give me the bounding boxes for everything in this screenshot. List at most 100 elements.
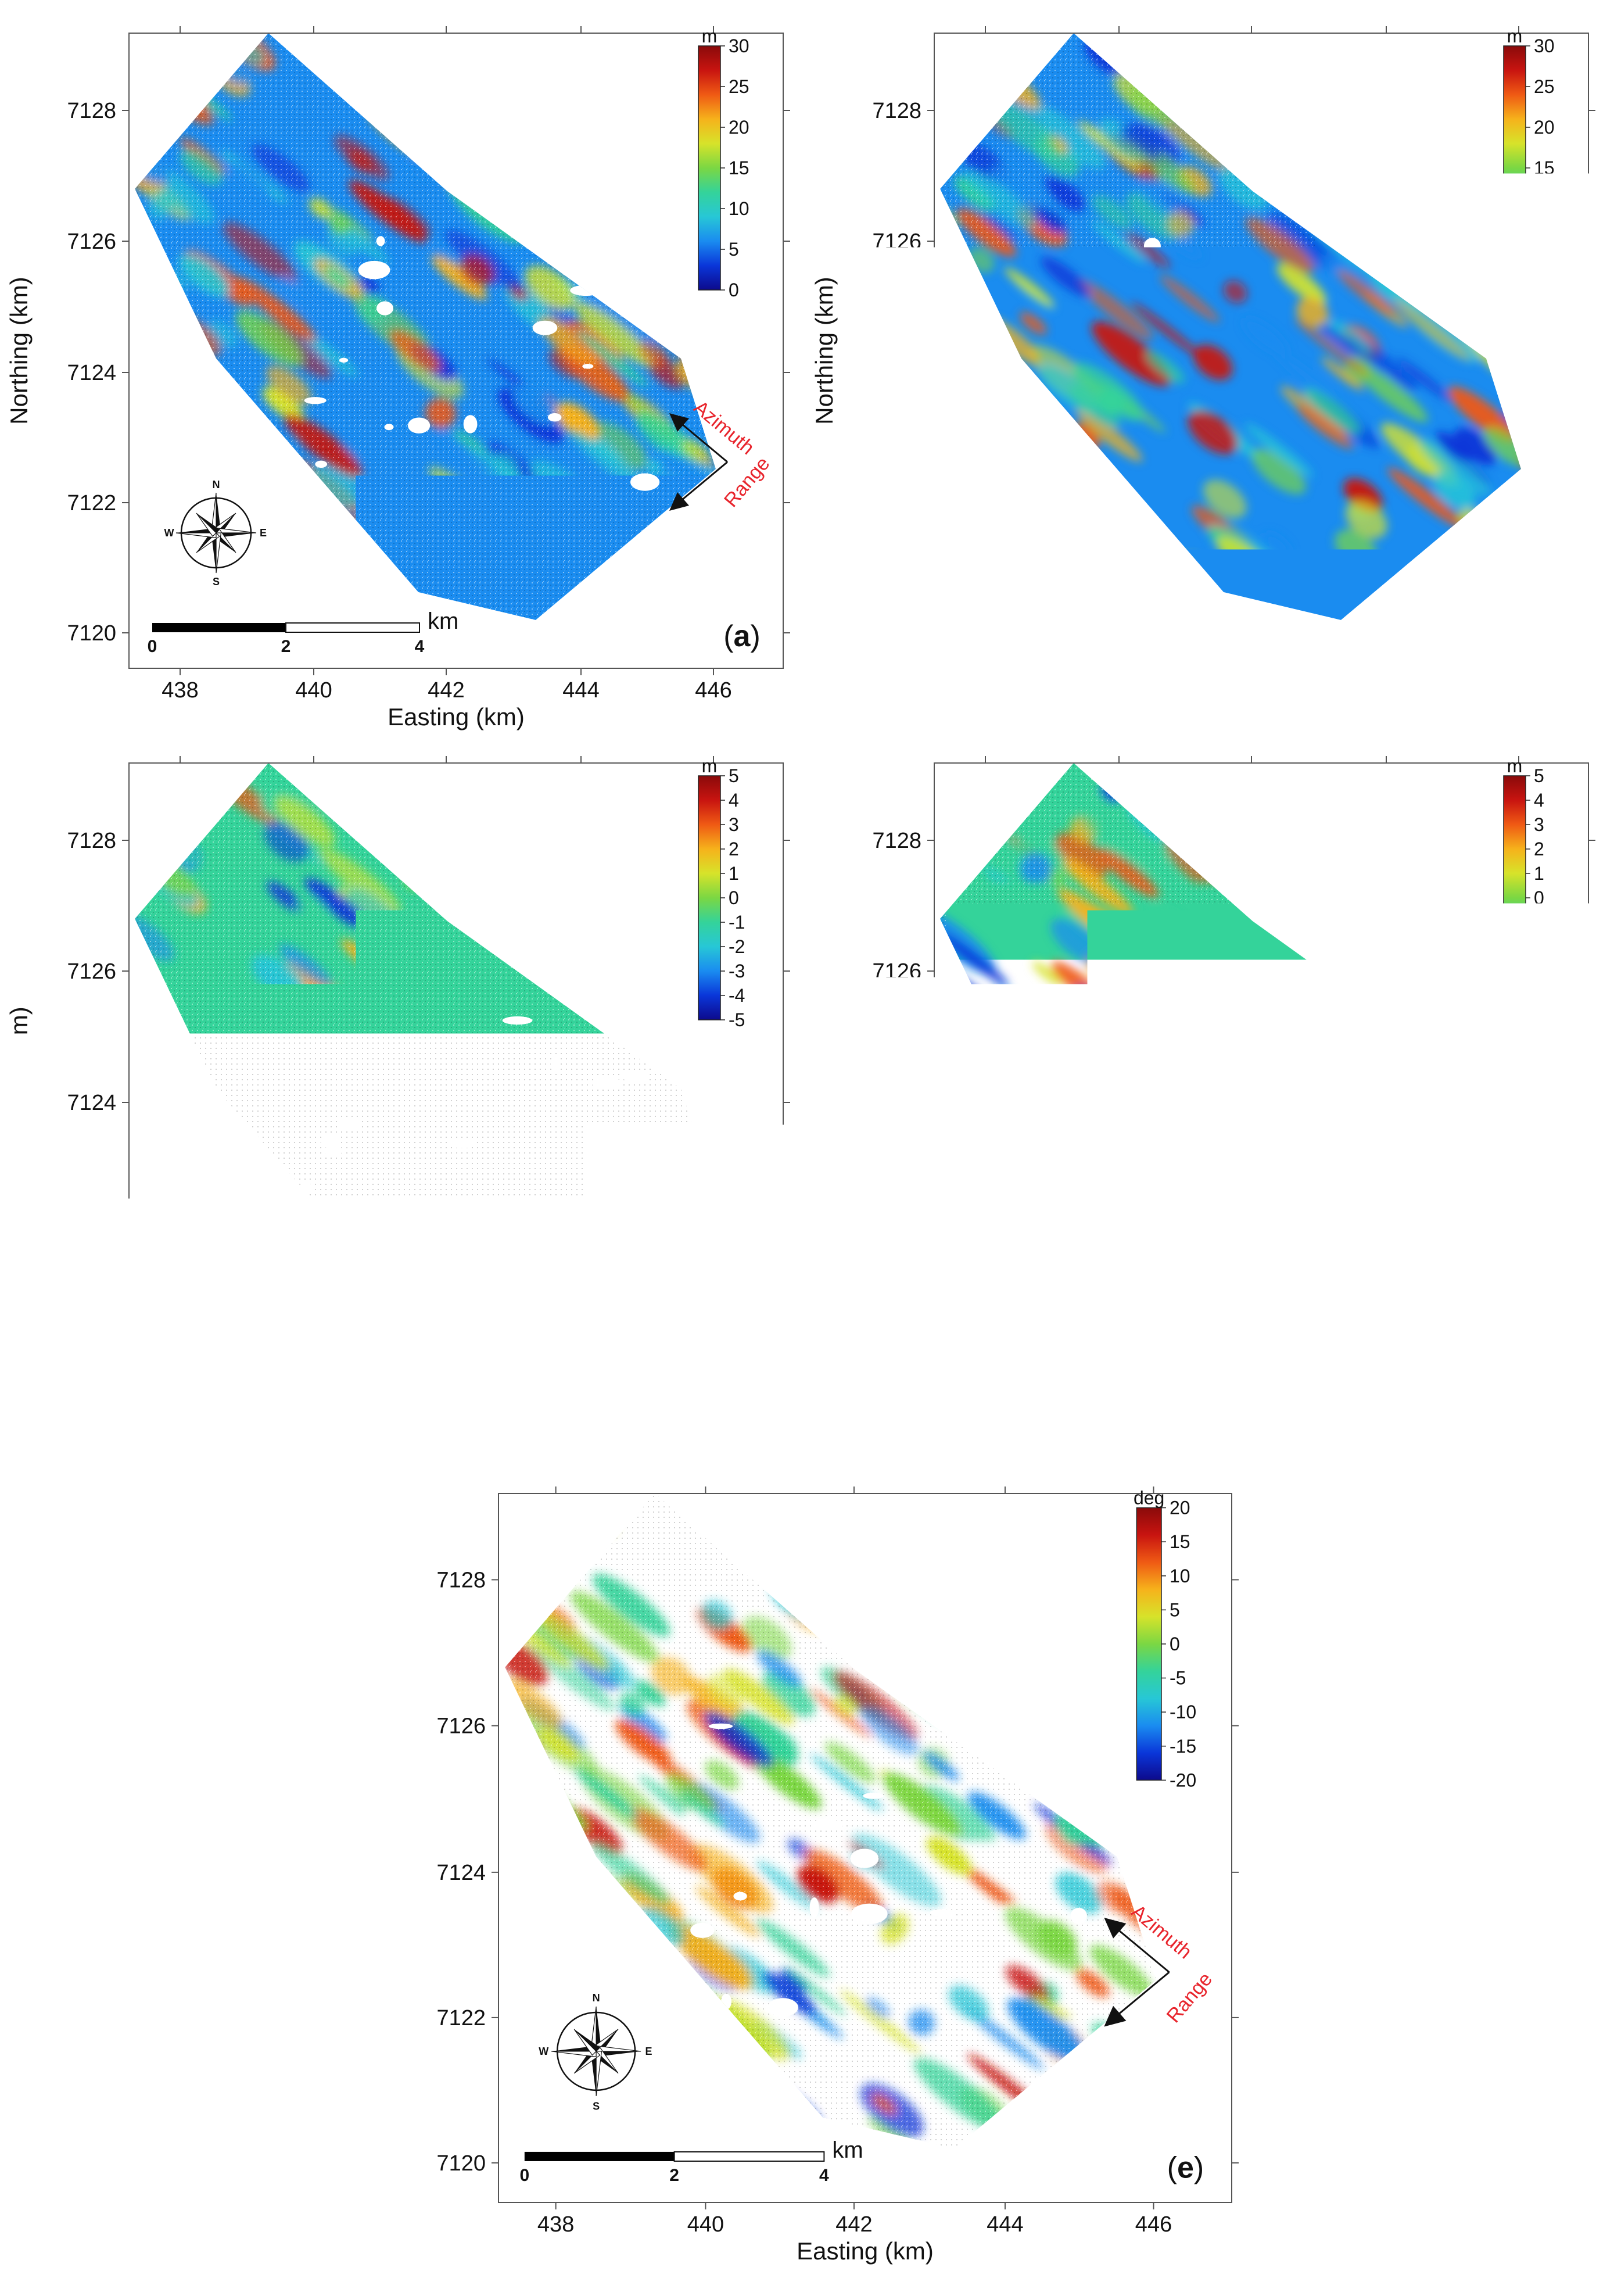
scale-bar-filled <box>152 1353 286 1362</box>
void-patch <box>1199 446 1224 458</box>
texture-patch <box>916 1295 973 1347</box>
texture-patch <box>1100 1228 1147 1271</box>
void-patch <box>592 1076 621 1090</box>
texture-patch <box>1243 745 1287 783</box>
void-patch <box>811 1819 842 1831</box>
texture-patch <box>1484 891 1569 962</box>
texture-patch <box>578 106 663 180</box>
texture-patch <box>517 1545 553 1577</box>
texture-patch <box>259 1259 331 1325</box>
texture-patch <box>396 20 426 46</box>
texture-patch <box>1261 858 1335 922</box>
x-tick-label: 438 <box>967 1408 1003 1432</box>
texture-patch <box>636 1294 693 1348</box>
void-patch <box>408 418 430 434</box>
texture-patch <box>1399 843 1452 895</box>
x-tick-label: 446 <box>1500 678 1537 703</box>
map-panel-d: 43871204407122442712444471264467128Easti… <box>810 735 1595 1460</box>
texture-patch <box>1324 804 1381 853</box>
colorbar-tick-label: 4 <box>729 790 739 811</box>
texture-patch <box>657 812 687 838</box>
compass-rose: N S E W <box>164 1209 267 1317</box>
texture-patch <box>288 1310 356 1373</box>
texture-patch <box>922 342 995 407</box>
texture-patch <box>967 368 1005 401</box>
texture-patch <box>720 2079 773 2128</box>
void-patch <box>385 424 394 430</box>
panel-label-letter: c <box>734 1349 751 1383</box>
x-axis-label: Easting (km) <box>1193 703 1330 730</box>
texture-patch <box>1269 784 1312 821</box>
colorbar <box>1136 1508 1161 1781</box>
texture-patch <box>1325 37 1405 105</box>
void-patch <box>733 1892 747 1901</box>
texture-patch <box>1386 903 1465 970</box>
texture-patch <box>118 948 153 983</box>
texture-patch <box>1056 465 1106 513</box>
texture-patch <box>586 581 664 644</box>
texture-patch <box>627 88 693 149</box>
texture-patch <box>1011 1670 1061 1714</box>
scale-bar-filled <box>957 623 1091 632</box>
texture-patch <box>1207 110 1239 141</box>
void-patch <box>1355 513 1387 523</box>
data-strip <box>458 1450 1210 2200</box>
texture-patch <box>1464 800 1538 862</box>
texture-patch <box>557 1907 625 1965</box>
texture-patch <box>601 87 691 163</box>
texture-patch <box>193 569 249 616</box>
texture-patch <box>837 1533 894 1584</box>
texture-patch <box>559 805 609 849</box>
texture-patch <box>548 1474 625 1545</box>
texture-patch <box>630 89 685 137</box>
y-tick-label: 7126 <box>872 230 921 254</box>
texture-patch <box>1504 346 1562 395</box>
texture-patch <box>146 1276 194 1323</box>
texture-patch <box>1411 147 1489 212</box>
texture-patch <box>982 1471 1066 1548</box>
texture-patch <box>744 1450 848 1539</box>
void-patch <box>533 321 558 335</box>
texture-patch <box>1397 610 1430 640</box>
texture-patch <box>934 1654 1009 1721</box>
colorbar-tick-label: 25 <box>729 76 749 97</box>
colorbar-tick-label: 5 <box>1534 765 1544 786</box>
y-tick-label: 7122 <box>872 1221 921 1245</box>
texture-patch <box>511 149 552 184</box>
texture-patch <box>482 94 541 147</box>
compass-n: N <box>1018 479 1025 490</box>
texture-patch <box>160 1084 210 1131</box>
texture-patch <box>424 83 486 135</box>
texture-patch <box>1504 1018 1559 1065</box>
texture-patch <box>259 1179 307 1223</box>
scale-bar-label: 4 <box>819 2166 829 2185</box>
texture-patch <box>127 376 166 411</box>
x-tick-label: 438 <box>537 2212 574 2237</box>
y-tick-label: 7122 <box>67 491 116 515</box>
texture-patch <box>1191 755 1274 828</box>
x-tick-label: 446 <box>695 1408 731 1432</box>
texture-patch <box>1423 223 1496 289</box>
void-patch <box>1350 332 1358 346</box>
texture-patch <box>1512 1068 1558 1107</box>
texture-patch <box>878 1622 945 1685</box>
void-patch <box>1428 1123 1439 1131</box>
texture-patch <box>1507 307 1542 338</box>
texture-patch <box>337 557 373 591</box>
texture-patch <box>645 1253 688 1294</box>
colorbar-tick-label: 25 <box>1534 76 1555 97</box>
texture-patch <box>1017 437 1050 468</box>
texture-patch <box>256 1309 288 1343</box>
texture-patch <box>249 1252 292 1289</box>
void-patch <box>376 301 393 315</box>
x-tick-label: 442 <box>1233 1408 1269 1432</box>
texture-patch <box>653 797 703 846</box>
texture-patch <box>503 2127 591 2201</box>
texture-patch <box>937 83 973 115</box>
x-tick-label: 446 <box>695 678 731 703</box>
texture-patch <box>558 919 624 975</box>
texture-patch <box>1493 514 1519 538</box>
x-axis-label: Easting (km) <box>1193 1433 1330 1460</box>
data-strip <box>91 6 761 663</box>
texture-patch <box>1133 753 1196 807</box>
